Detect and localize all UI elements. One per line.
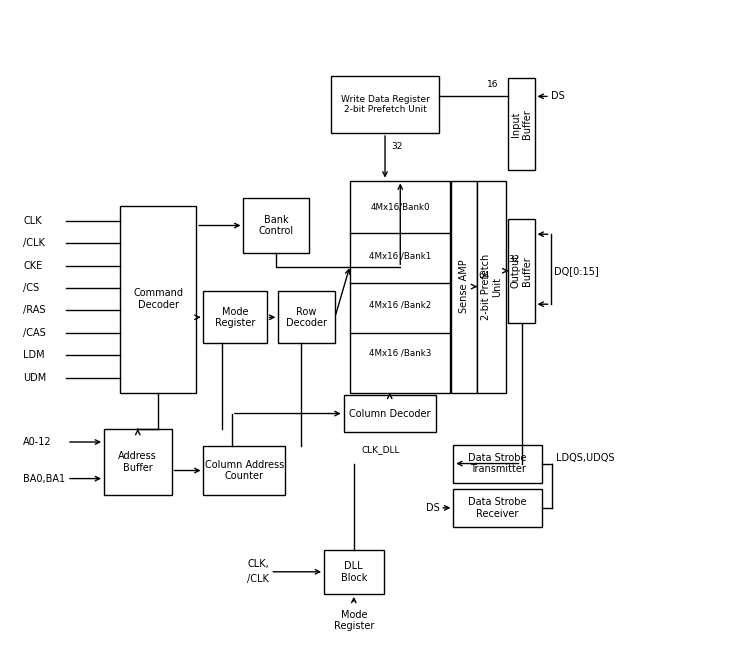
Bar [204,446,285,495]
Text: 32: 32 [391,142,402,151]
Text: 4Mx16/Bank0: 4Mx16/Bank0 [370,203,430,212]
Text: Write Data Register
2-bit Prefetch Unit: Write Data Register 2-bit Prefetch Unit [341,95,430,114]
Bar [279,291,335,343]
Text: DQ[0:15]: DQ[0:15] [554,266,599,276]
Text: 2-bit Prefetch
Unit: 2-bit Prefetch Unit [481,253,502,320]
Text: Mode
Register: Mode Register [215,306,255,328]
Text: DS: DS [426,503,439,513]
Bar [508,218,534,323]
Text: LDQS,UDQS: LDQS,UDQS [556,453,614,463]
Text: 32: 32 [508,255,520,264]
Bar [453,489,542,527]
Text: CLK,: CLK, [247,559,269,569]
Text: CLK: CLK [24,216,42,226]
Text: CKE: CKE [24,260,43,271]
Text: CLK_DLL: CLK_DLL [361,445,399,454]
Text: /CAS: /CAS [24,328,46,338]
Text: 16: 16 [487,81,498,90]
Text: A0-12: A0-12 [24,437,52,447]
Bar [330,76,439,133]
Text: 4Mx16 /Bank3: 4Mx16 /Bank3 [369,349,431,358]
Bar [508,78,534,170]
Text: /CS: /CS [24,283,39,293]
Text: Input
Buffer: Input Buffer [511,109,532,139]
Text: /CLK: /CLK [24,238,45,248]
Text: 64: 64 [479,271,490,280]
Bar [344,395,436,432]
Text: Data Strobe
Receiver: Data Strobe Receiver [468,497,527,519]
Text: Data Strobe
Transmitter: Data Strobe Transmitter [468,453,527,474]
Text: Row
Decoder: Row Decoder [286,306,327,328]
Bar [120,206,196,393]
Bar [104,429,171,495]
Text: Command
Decoder: Command Decoder [133,289,183,310]
Text: Mode
Register: Mode Register [333,610,374,631]
Text: Bank
Control: Bank Control [259,214,293,236]
Text: Sense AMP: Sense AMP [459,260,469,313]
Text: Column Address
Counter: Column Address Counter [205,460,284,481]
Bar [243,198,309,253]
Text: DLL
Block: DLL Block [341,561,367,583]
Text: Output
Buffer: Output Buffer [511,254,532,288]
Bar [204,291,267,343]
Bar [451,180,476,393]
Bar [350,180,451,393]
Text: 4Mx16 /Bank1: 4Mx16 /Bank1 [369,251,431,260]
Bar [324,550,384,594]
Text: 4Mx16 /Bank2: 4Mx16 /Bank2 [369,300,431,309]
Text: DS: DS [551,91,565,101]
Text: LDM: LDM [24,350,45,360]
Text: /CLK: /CLK [247,574,269,585]
Text: UDM: UDM [24,373,47,382]
Bar [453,444,542,483]
Text: Address
Buffer: Address Buffer [119,451,157,473]
Text: BA0,BA1: BA0,BA1 [24,474,65,484]
Text: /RAS: /RAS [24,306,46,315]
Bar [477,180,506,393]
Text: Column Decoder: Column Decoder [349,408,431,419]
